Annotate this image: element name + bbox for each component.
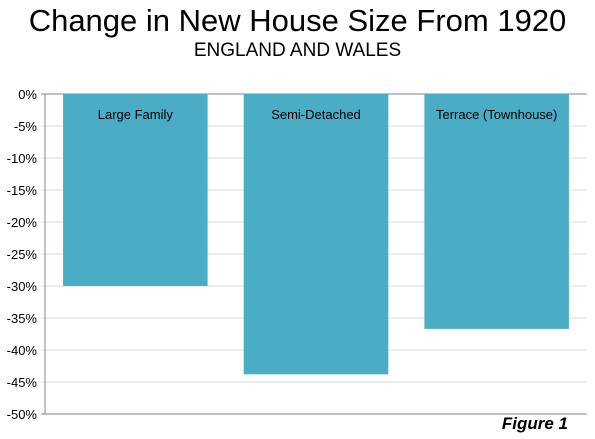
y-tick-label: -50% bbox=[7, 407, 38, 422]
bar-category-label: Semi-Detached bbox=[271, 107, 361, 122]
bar-category-label: Terrace (Townhouse) bbox=[436, 107, 557, 122]
y-tick-label: -20% bbox=[7, 215, 38, 230]
bar bbox=[424, 94, 569, 329]
bar bbox=[243, 94, 389, 375]
chart-subtitle: ENGLAND AND WALES bbox=[193, 40, 402, 61]
y-tick-label: -40% bbox=[7, 343, 38, 358]
y-tick-label: -5% bbox=[14, 119, 38, 134]
y-tick-label: -25% bbox=[7, 247, 38, 262]
y-tick-label: 0% bbox=[18, 87, 37, 102]
y-tick-label: -15% bbox=[7, 183, 38, 198]
y-tick-label: -30% bbox=[7, 279, 38, 294]
y-tick-label: -45% bbox=[7, 375, 38, 390]
y-tick-label: -10% bbox=[7, 151, 38, 166]
bar-category-label: Large Family bbox=[98, 107, 174, 122]
figure-label: Figure 1 bbox=[501, 414, 568, 433]
bar bbox=[63, 94, 208, 286]
y-tick-label: -35% bbox=[7, 311, 38, 326]
chart-title: Change in New House Size From 1920 bbox=[28, 3, 567, 38]
